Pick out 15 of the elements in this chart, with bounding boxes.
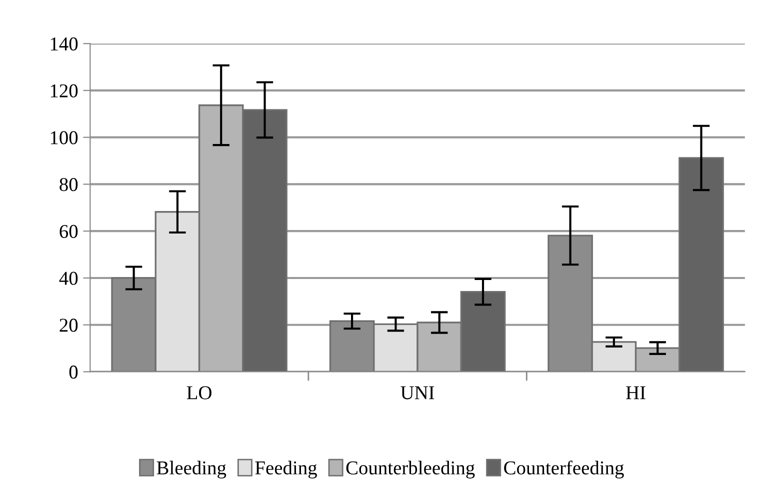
y-tick-label: 100 bbox=[50, 131, 78, 144]
y-tick-label: 120 bbox=[50, 84, 78, 98]
legend-label: Bleeding bbox=[156, 460, 226, 478]
y-tick-label: 140 bbox=[50, 37, 78, 51]
y-tick-label: 40 bbox=[59, 272, 78, 285]
legend-label: Counterfeeding bbox=[504, 460, 624, 478]
y-tick-label: 0 bbox=[69, 366, 78, 379]
legend-label: Feeding bbox=[255, 460, 317, 478]
y-tick-label: 80 bbox=[60, 178, 78, 192]
y-tick-label: 60 bbox=[60, 224, 78, 238]
y-tick-label: 20 bbox=[60, 318, 78, 332]
x-tick-label: LO bbox=[186, 386, 212, 400]
legend-label: Counterbleeding bbox=[346, 460, 475, 478]
x-tick-label: UNI bbox=[400, 386, 434, 400]
x-tick-label: HI bbox=[626, 386, 646, 400]
